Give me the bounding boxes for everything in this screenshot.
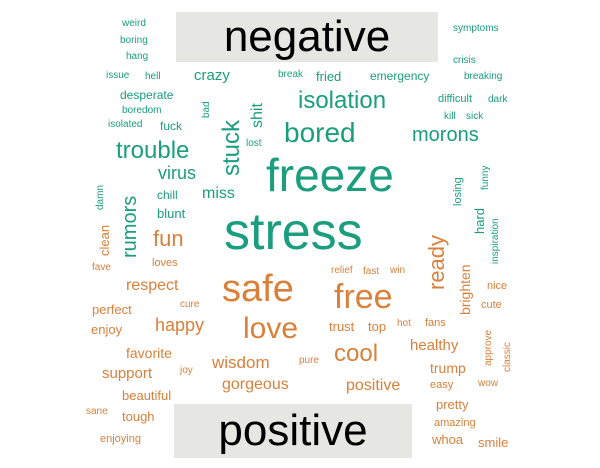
- pos-word: pure: [299, 355, 320, 366]
- neg-word: issue: [106, 70, 130, 81]
- neg-word: desperate: [120, 88, 174, 102]
- neg-word: virus: [158, 163, 197, 183]
- pos-word: tough: [122, 409, 155, 424]
- neg-word: crisis: [453, 55, 476, 66]
- pos-word: fast: [363, 266, 380, 277]
- pos-word: whoa: [432, 432, 464, 447]
- pos-word: sane: [86, 406, 108, 417]
- pos-word: wow: [478, 378, 499, 389]
- neg-word: bored: [284, 117, 356, 148]
- pos-word: amazing: [434, 417, 476, 429]
- neg-word: weird: [122, 18, 146, 29]
- pos-word: favorite: [126, 345, 172, 361]
- pos-word: gorgeous: [222, 376, 289, 393]
- pos-word: brighten: [457, 264, 473, 315]
- neg-word: breaking: [464, 71, 503, 82]
- pos-word: pretty: [436, 397, 469, 412]
- neg-word: hard: [472, 207, 487, 234]
- neg-word: hang: [126, 51, 149, 62]
- negative-banner-label: negative: [223, 12, 391, 61]
- pos-word: perfect: [92, 302, 132, 317]
- pos-word: enjoy: [91, 322, 123, 337]
- pos-word: support: [102, 365, 153, 382]
- pos-word: joy: [180, 365, 193, 376]
- neg-word: damn: [95, 184, 106, 210]
- pos-word: trust: [329, 319, 355, 334]
- pos-word: wisdom: [212, 353, 270, 372]
- pos-word: nice: [487, 280, 508, 292]
- neg-word: blunt: [157, 206, 186, 221]
- pos-word: relief: [331, 265, 353, 276]
- pos-word: hot: [397, 318, 411, 329]
- pos-word: classic: [502, 341, 513, 372]
- neg-word: fuck: [160, 119, 183, 133]
- neg-word: funny: [480, 165, 491, 190]
- pos-word: cool: [334, 340, 379, 367]
- neg-word: shit: [249, 103, 266, 128]
- neg-word: trouble: [116, 137, 190, 164]
- negative-banner: negative: [176, 12, 438, 62]
- neg-word: kill: [444, 111, 456, 122]
- neg-word: stuck: [218, 119, 245, 176]
- neg-word: hell: [145, 71, 161, 82]
- pos-word: respect: [126, 277, 179, 294]
- neg-word: isolated: [108, 119, 143, 130]
- pos-word: win: [390, 265, 406, 276]
- pos-word: cure: [180, 299, 200, 310]
- neg-word: inspiration: [490, 218, 501, 264]
- pos-word: clean: [97, 224, 112, 256]
- neg-word: emergency: [370, 69, 430, 83]
- neg-word: miss: [202, 185, 235, 202]
- pos-word: fave: [92, 262, 111, 273]
- pos-word: fun: [153, 226, 184, 251]
- neg-word: morons: [412, 124, 479, 146]
- neg-word: chill: [157, 188, 178, 202]
- neg-word: crazy: [194, 67, 230, 84]
- pos-word: fans: [425, 317, 446, 329]
- pos-word: easy: [430, 379, 454, 391]
- pos-word: ready: [424, 234, 449, 290]
- pos-word: love: [243, 312, 299, 345]
- pos-word: positive: [346, 377, 401, 394]
- neg-word: sick: [466, 111, 484, 122]
- pos-word: approve: [483, 329, 494, 366]
- pos-word: beautiful: [122, 388, 172, 403]
- pos-word: free: [334, 278, 393, 316]
- neg-word: symptoms: [453, 23, 499, 34]
- neg-word: boring: [120, 35, 148, 46]
- pos-word: loves: [152, 257, 178, 269]
- neg-word: boredom: [122, 105, 162, 116]
- neg-word: dark: [488, 94, 508, 105]
- pos-word: healthy: [410, 337, 459, 354]
- neg-word: difficult: [438, 93, 473, 105]
- neg-word: break: [278, 69, 304, 80]
- pos-word: happy: [155, 315, 205, 335]
- neg-word: lost: [246, 138, 262, 149]
- neg-word: losing: [452, 177, 464, 206]
- positive-banner: positive: [174, 404, 412, 458]
- neg-word: bad: [201, 101, 212, 118]
- pos-word: safe: [222, 268, 294, 310]
- neg-word: stress: [224, 203, 363, 261]
- pos-word: trump: [430, 360, 466, 376]
- neg-word: freeze: [266, 149, 394, 201]
- positive-banner-label: positive: [218, 406, 368, 455]
- neg-word: rumors: [119, 195, 141, 258]
- neg-word: fried: [316, 69, 342, 84]
- neg-word: isolation: [298, 87, 387, 114]
- pos-word: enjoying: [100, 433, 141, 445]
- pos-word: top: [368, 319, 387, 334]
- pos-word: cute: [481, 299, 502, 311]
- pos-word: smile: [478, 435, 509, 450]
